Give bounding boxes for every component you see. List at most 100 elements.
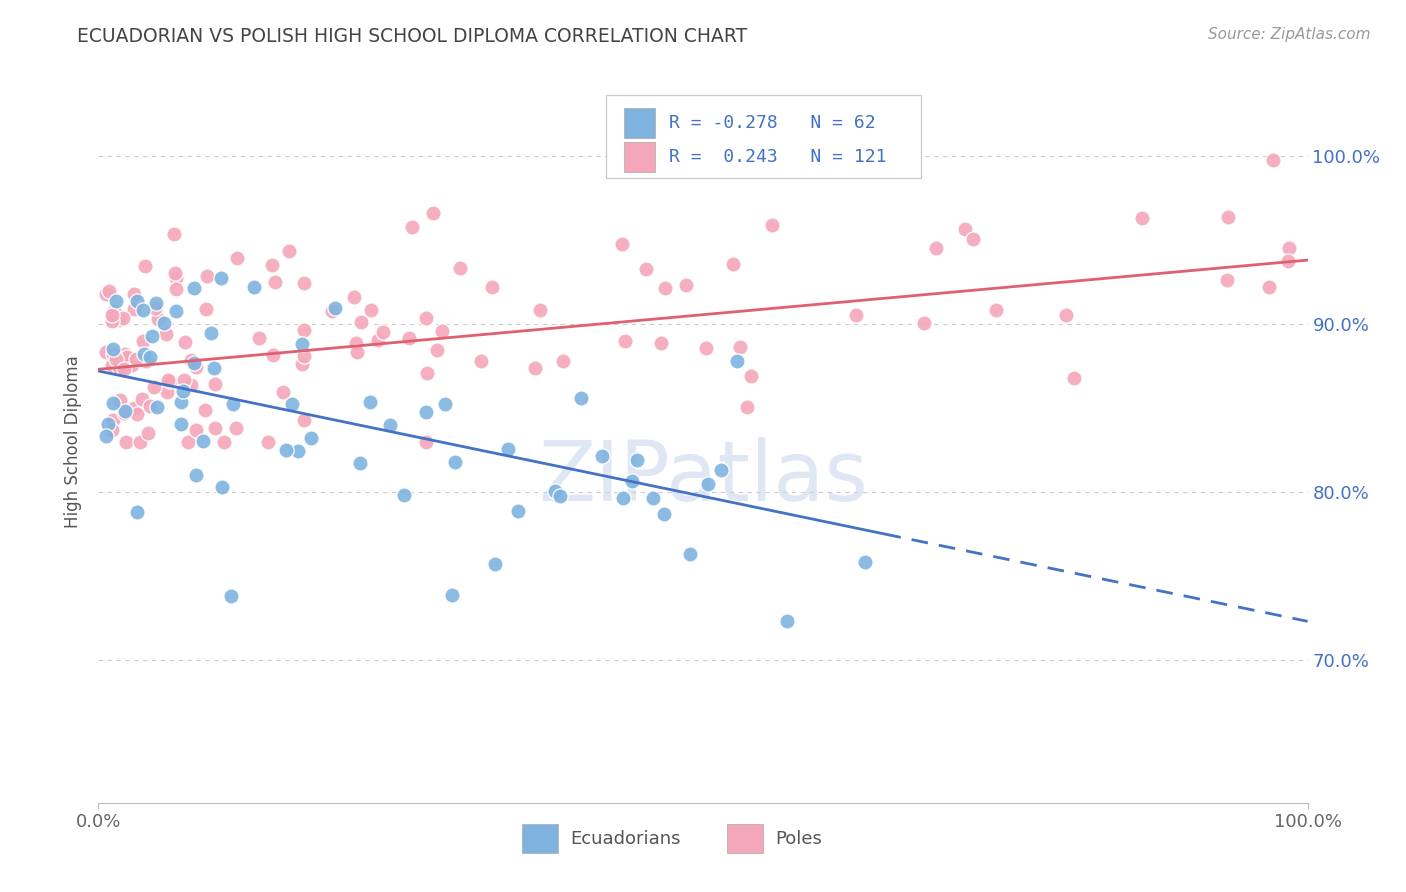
Text: Poles: Poles — [776, 830, 823, 848]
Point — [141, 328, 163, 343]
Point — [1216, 211, 1239, 225]
Point — [121, 358, 143, 372]
Point — [550, 490, 572, 504]
Point — [278, 244, 301, 259]
Point — [138, 426, 160, 441]
Point — [912, 316, 935, 330]
Point — [193, 434, 215, 449]
Point — [122, 302, 145, 317]
Point — [108, 313, 131, 327]
Point — [117, 350, 139, 364]
Point — [444, 454, 467, 468]
Point — [157, 373, 180, 387]
Point — [650, 336, 672, 351]
Point — [101, 308, 124, 322]
Point — [1054, 308, 1077, 322]
Point — [415, 405, 437, 419]
Point — [359, 395, 381, 409]
Point — [127, 407, 149, 421]
Point — [432, 325, 454, 339]
Point — [172, 384, 194, 399]
Point — [146, 400, 169, 414]
Point — [247, 331, 270, 345]
Point — [620, 474, 643, 488]
Point — [323, 301, 346, 316]
Text: Ecuadorians: Ecuadorians — [569, 830, 681, 848]
Point — [280, 397, 302, 411]
Point — [97, 284, 120, 298]
Point — [855, 555, 877, 569]
Point — [165, 304, 187, 318]
Point — [346, 344, 368, 359]
Point — [291, 357, 314, 371]
Point — [776, 614, 799, 628]
Point — [214, 434, 236, 449]
Point — [97, 417, 120, 431]
Point — [122, 287, 145, 301]
Point — [134, 259, 156, 273]
Point — [173, 372, 195, 386]
Point — [426, 343, 449, 357]
Point — [360, 302, 382, 317]
Point — [183, 356, 205, 370]
Point — [129, 434, 152, 449]
Point — [115, 434, 138, 449]
Point — [292, 276, 315, 290]
Point — [100, 423, 122, 437]
Point — [197, 269, 219, 284]
Point — [139, 399, 162, 413]
Point — [184, 360, 207, 375]
Point — [925, 241, 948, 255]
Point — [496, 442, 519, 456]
Point — [723, 257, 745, 271]
Point — [415, 310, 437, 325]
Point — [264, 275, 287, 289]
Point — [125, 505, 148, 519]
Point — [243, 280, 266, 294]
Point — [108, 359, 131, 374]
Point — [1257, 280, 1279, 294]
Point — [612, 491, 634, 505]
Point — [728, 340, 751, 354]
Point — [349, 456, 371, 470]
Point — [1130, 211, 1153, 225]
Point — [94, 287, 117, 301]
Point — [170, 395, 193, 409]
Text: R = -0.278   N = 62: R = -0.278 N = 62 — [669, 114, 876, 132]
Point — [367, 333, 389, 347]
Point — [143, 301, 166, 315]
Point — [654, 281, 676, 295]
Point — [761, 218, 783, 232]
Point — [101, 343, 124, 357]
Point — [155, 326, 177, 341]
Point — [94, 429, 117, 443]
Point — [219, 590, 242, 604]
Point — [292, 350, 315, 364]
Point — [165, 271, 187, 285]
Point — [612, 236, 634, 251]
FancyBboxPatch shape — [727, 824, 763, 854]
FancyBboxPatch shape — [624, 142, 655, 172]
Point — [112, 406, 135, 420]
Point — [292, 412, 315, 426]
Text: ZIPatlas: ZIPatlas — [538, 437, 868, 518]
Point — [416, 366, 439, 380]
Point — [710, 462, 733, 476]
Point — [114, 347, 136, 361]
Point — [103, 303, 125, 318]
Point — [1063, 370, 1085, 384]
Point — [634, 261, 657, 276]
Point — [122, 401, 145, 415]
Point — [132, 334, 155, 349]
Point — [675, 277, 697, 292]
Point — [1261, 153, 1284, 168]
Point — [204, 376, 226, 391]
Point — [195, 301, 218, 316]
Point — [222, 397, 245, 411]
Point — [392, 488, 415, 502]
Point — [449, 260, 471, 275]
Point — [211, 480, 233, 494]
Point — [132, 302, 155, 317]
Point — [184, 467, 207, 482]
Point — [135, 353, 157, 368]
